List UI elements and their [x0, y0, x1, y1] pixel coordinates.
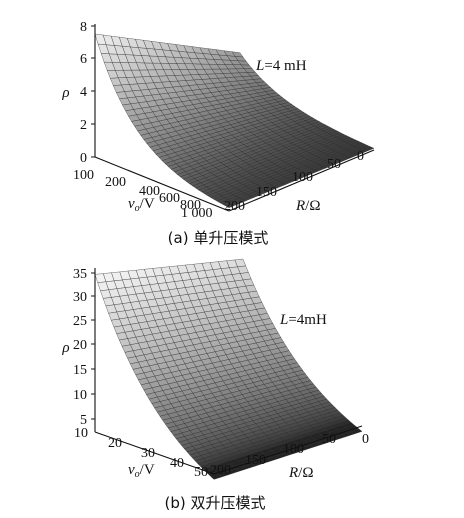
y-tick-label: 0: [362, 432, 369, 447]
x-tick-label: 10: [74, 426, 88, 441]
z-tick-label: 35: [73, 267, 87, 282]
y-label-main: R: [288, 465, 298, 481]
z-axis-label-b: ρ: [61, 340, 69, 356]
x-tick-label: 600: [159, 191, 180, 206]
y-tick-label: 150: [245, 453, 266, 468]
y-tick-label: 200: [224, 199, 245, 214]
z-ticks-b: 5 10 15 20 25 30 35: [73, 267, 95, 428]
x-label-sub: o: [135, 203, 140, 214]
y-axis-line-b: [213, 425, 363, 475]
inductance-annotation-a: L=4 mH: [255, 58, 307, 74]
y-label-main: R: [295, 198, 305, 214]
x-ticks-b: 10 20 30 40 50: [74, 426, 208, 480]
x-ticks-a: 100 200 400 600 800 1 000: [73, 168, 213, 221]
x-tick-label: 30: [141, 446, 155, 461]
z-tick-label: 10: [73, 388, 87, 403]
y-tick-label: 150: [256, 185, 277, 200]
z-tick-label: 8: [80, 20, 87, 35]
annotation-value: =4 mH: [264, 58, 306, 74]
y-axis-label-a: R/Ω: [295, 198, 321, 214]
annotation-symbol: L: [279, 312, 288, 328]
x-tick-label: 400: [139, 184, 160, 199]
x-tick-label: 20: [108, 436, 122, 451]
x-label-tail: /V: [140, 462, 155, 478]
surface-mesh-b: [94, 258, 363, 480]
x-tick-label: 100: [73, 168, 94, 183]
caption-b: (b) 双升压模式: [165, 494, 266, 512]
y-axis-label-b: R/Ω: [288, 465, 314, 481]
annotation-value: =4mH: [288, 312, 327, 328]
z-tick-label: 30: [73, 290, 87, 305]
y-label-tail: /Ω: [305, 198, 320, 214]
z-tick-label: 4: [80, 85, 87, 100]
chart-panel-b: 5 10 15 20 25 30 35 ρ 10 20 30 40 50 vo/…: [61, 258, 369, 512]
x-label-main: v: [128, 196, 135, 212]
z-ticks-a: 0 2 4 6 8: [80, 20, 95, 166]
annotation-symbol: L: [255, 58, 264, 74]
x-tick-label: 1 000: [181, 206, 213, 221]
x-label-tail: /V: [140, 196, 155, 212]
surface-cell: [94, 33, 107, 45]
z-axis-label-a: ρ: [61, 85, 69, 101]
x-axis-line-b: [94, 431, 215, 475]
y-ticks-a: 200 150 100 50 0: [224, 149, 364, 214]
y-tick-label: 50: [322, 432, 336, 447]
z-tick-label: 2: [80, 118, 87, 133]
inductance-annotation-b: L=4mH: [279, 312, 327, 328]
y-tick-label: 100: [283, 442, 304, 457]
surface-mesh-a: [94, 33, 375, 208]
y-tick-label: 50: [327, 157, 341, 172]
x-axis-label-b: vo/V: [128, 462, 155, 480]
z-tick-label: 15: [73, 363, 87, 378]
surface-cell: [94, 273, 107, 283]
chart-panel-a: 0 2 4 6 8 ρ 100 200 400 600 800 1 000 vo…: [61, 20, 375, 247]
y-axis-line-a: [228, 149, 375, 212]
y-tick-label: 0: [357, 149, 364, 164]
x-axis-label-a: vo/V: [128, 196, 155, 214]
x-tick-label: 200: [105, 175, 126, 190]
x-tick-label: 800: [180, 198, 201, 213]
caption-a: (a) 单升压模式: [168, 229, 269, 247]
y-ticks-b: 200 150 100 50 0: [210, 432, 369, 478]
y-tick-label: 100: [292, 170, 313, 185]
x-label-sub: o: [135, 469, 140, 480]
x-tick-label: 50: [194, 465, 208, 480]
y-tick-label: 200: [210, 463, 231, 478]
z-tick-label: 20: [73, 338, 87, 353]
z-tick-label: 25: [73, 314, 87, 329]
y-label-tail: /Ω: [298, 465, 313, 481]
x-tick-label: 40: [170, 456, 184, 471]
z-tick-label: 5: [80, 413, 87, 428]
z-tick-label: 6: [80, 52, 87, 67]
x-label-main: v: [128, 462, 135, 478]
x-axis-line-a: [94, 156, 230, 212]
z-tick-label: 0: [80, 151, 87, 166]
